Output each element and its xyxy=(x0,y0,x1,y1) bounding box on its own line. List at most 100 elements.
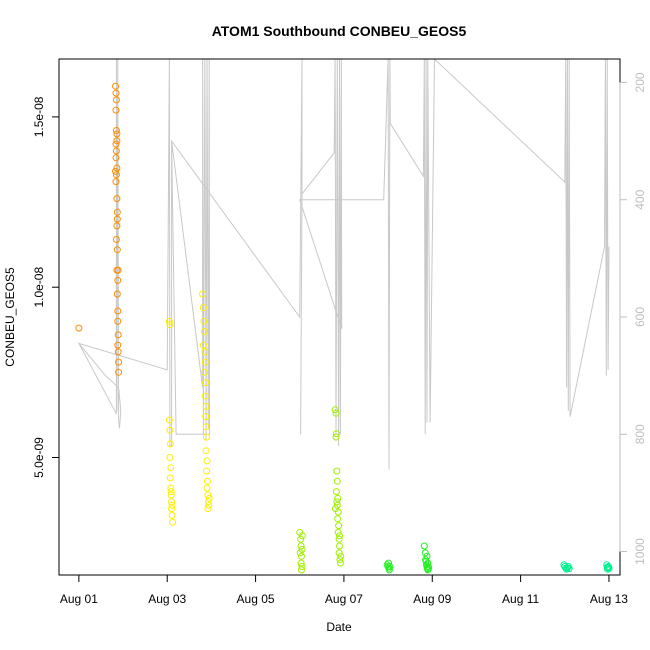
data-point xyxy=(425,563,433,571)
data-point xyxy=(114,317,122,325)
data-point xyxy=(168,511,176,519)
y-axis-label: CONBEU_GEOS5 xyxy=(3,267,17,367)
data-point xyxy=(332,488,340,496)
data-point xyxy=(202,447,210,455)
data-point xyxy=(166,321,174,329)
x-tick-label: Aug 13 xyxy=(590,592,628,606)
data-point xyxy=(113,164,121,172)
scatter-points-layer xyxy=(75,82,613,574)
data-point xyxy=(332,430,340,438)
data-point xyxy=(113,222,121,230)
y-tick-label: 5.0e-09 xyxy=(32,437,46,478)
pressure-track-layer xyxy=(77,57,610,470)
data-point xyxy=(202,423,210,431)
y2-tick-label: 200 xyxy=(633,72,647,92)
data-point xyxy=(115,368,123,376)
data-point xyxy=(114,307,122,315)
data-point xyxy=(114,331,122,339)
data-point xyxy=(203,467,210,475)
data-point xyxy=(166,426,174,434)
data-point xyxy=(200,317,208,325)
data-point xyxy=(199,304,207,312)
data-point xyxy=(113,195,121,203)
x-tick-label: Aug 07 xyxy=(325,592,363,606)
data-point xyxy=(202,379,210,387)
data-point xyxy=(333,467,341,475)
data-point xyxy=(169,518,176,526)
data-point xyxy=(112,167,119,175)
data-point xyxy=(113,246,121,254)
x-axis: Aug 01 Aug 03 Aug 05 Aug 07 Aug 09 Aug 11 Aug … xyxy=(60,574,628,606)
data-point xyxy=(297,542,305,550)
x-tick-label: Aug 01 xyxy=(60,592,98,606)
data-point xyxy=(298,546,306,553)
data-point xyxy=(112,171,120,179)
data-point xyxy=(334,494,342,502)
data-point xyxy=(336,532,343,540)
data-point xyxy=(199,290,207,298)
data-point xyxy=(332,409,340,417)
data-point xyxy=(167,491,175,499)
data-point xyxy=(332,505,339,513)
chart-title: ATOM1 Southbound CONBEU_GEOS5 xyxy=(212,23,467,39)
data-point xyxy=(112,106,120,114)
data-point xyxy=(336,556,344,564)
data-point xyxy=(167,488,175,496)
data-point xyxy=(114,276,122,284)
data-point xyxy=(166,474,174,482)
data-point xyxy=(114,266,122,274)
y-axis: 5.0e-09 1.0e-08 1.5e-08 xyxy=(32,96,60,478)
data-point xyxy=(200,328,208,335)
data-point xyxy=(204,505,212,513)
data-point xyxy=(168,498,176,506)
right-pressure-axis: 200 400 600 800 1000 xyxy=(619,72,647,565)
data-point xyxy=(205,501,213,509)
data-point xyxy=(298,552,305,560)
data-point xyxy=(334,515,342,523)
data-point xyxy=(386,563,394,570)
data-point xyxy=(112,147,120,155)
data-point xyxy=(201,358,209,366)
data-point xyxy=(115,358,123,366)
y2-tick-label: 400 xyxy=(633,189,647,209)
data-point xyxy=(113,208,121,216)
data-point xyxy=(334,528,342,536)
pressure-track-line xyxy=(77,57,610,470)
x-axis-label: Date xyxy=(326,620,352,634)
y-tick-label: 1.5e-08 xyxy=(32,96,46,137)
data-point xyxy=(297,535,305,543)
data-point xyxy=(335,535,343,543)
data-point xyxy=(336,542,343,550)
data-point xyxy=(165,317,173,325)
data-point xyxy=(335,522,343,530)
data-point xyxy=(112,82,119,90)
data-point xyxy=(424,559,432,567)
data-point xyxy=(112,236,120,243)
data-point xyxy=(165,416,173,424)
data-point xyxy=(112,178,120,186)
data-point xyxy=(565,565,573,572)
x-tick-label: Aug 11 xyxy=(502,592,539,606)
data-point xyxy=(423,552,431,560)
data-point xyxy=(422,557,430,565)
data-point xyxy=(112,154,120,162)
data-point xyxy=(114,341,122,349)
data-point xyxy=(298,566,305,574)
data-point xyxy=(298,532,306,540)
data-point xyxy=(203,484,211,492)
data-point xyxy=(605,565,613,572)
data-point xyxy=(201,348,209,356)
data-point xyxy=(336,559,344,567)
data-point xyxy=(385,566,393,574)
data-point xyxy=(203,477,211,485)
data-point xyxy=(75,324,83,332)
data-point xyxy=(112,140,120,148)
data-point xyxy=(167,464,175,472)
data-point xyxy=(113,215,121,223)
data-point xyxy=(112,89,120,97)
data-point xyxy=(203,433,210,441)
data-point xyxy=(298,563,306,570)
data-point xyxy=(113,130,121,138)
data-point xyxy=(112,96,120,104)
data-point xyxy=(114,348,122,356)
